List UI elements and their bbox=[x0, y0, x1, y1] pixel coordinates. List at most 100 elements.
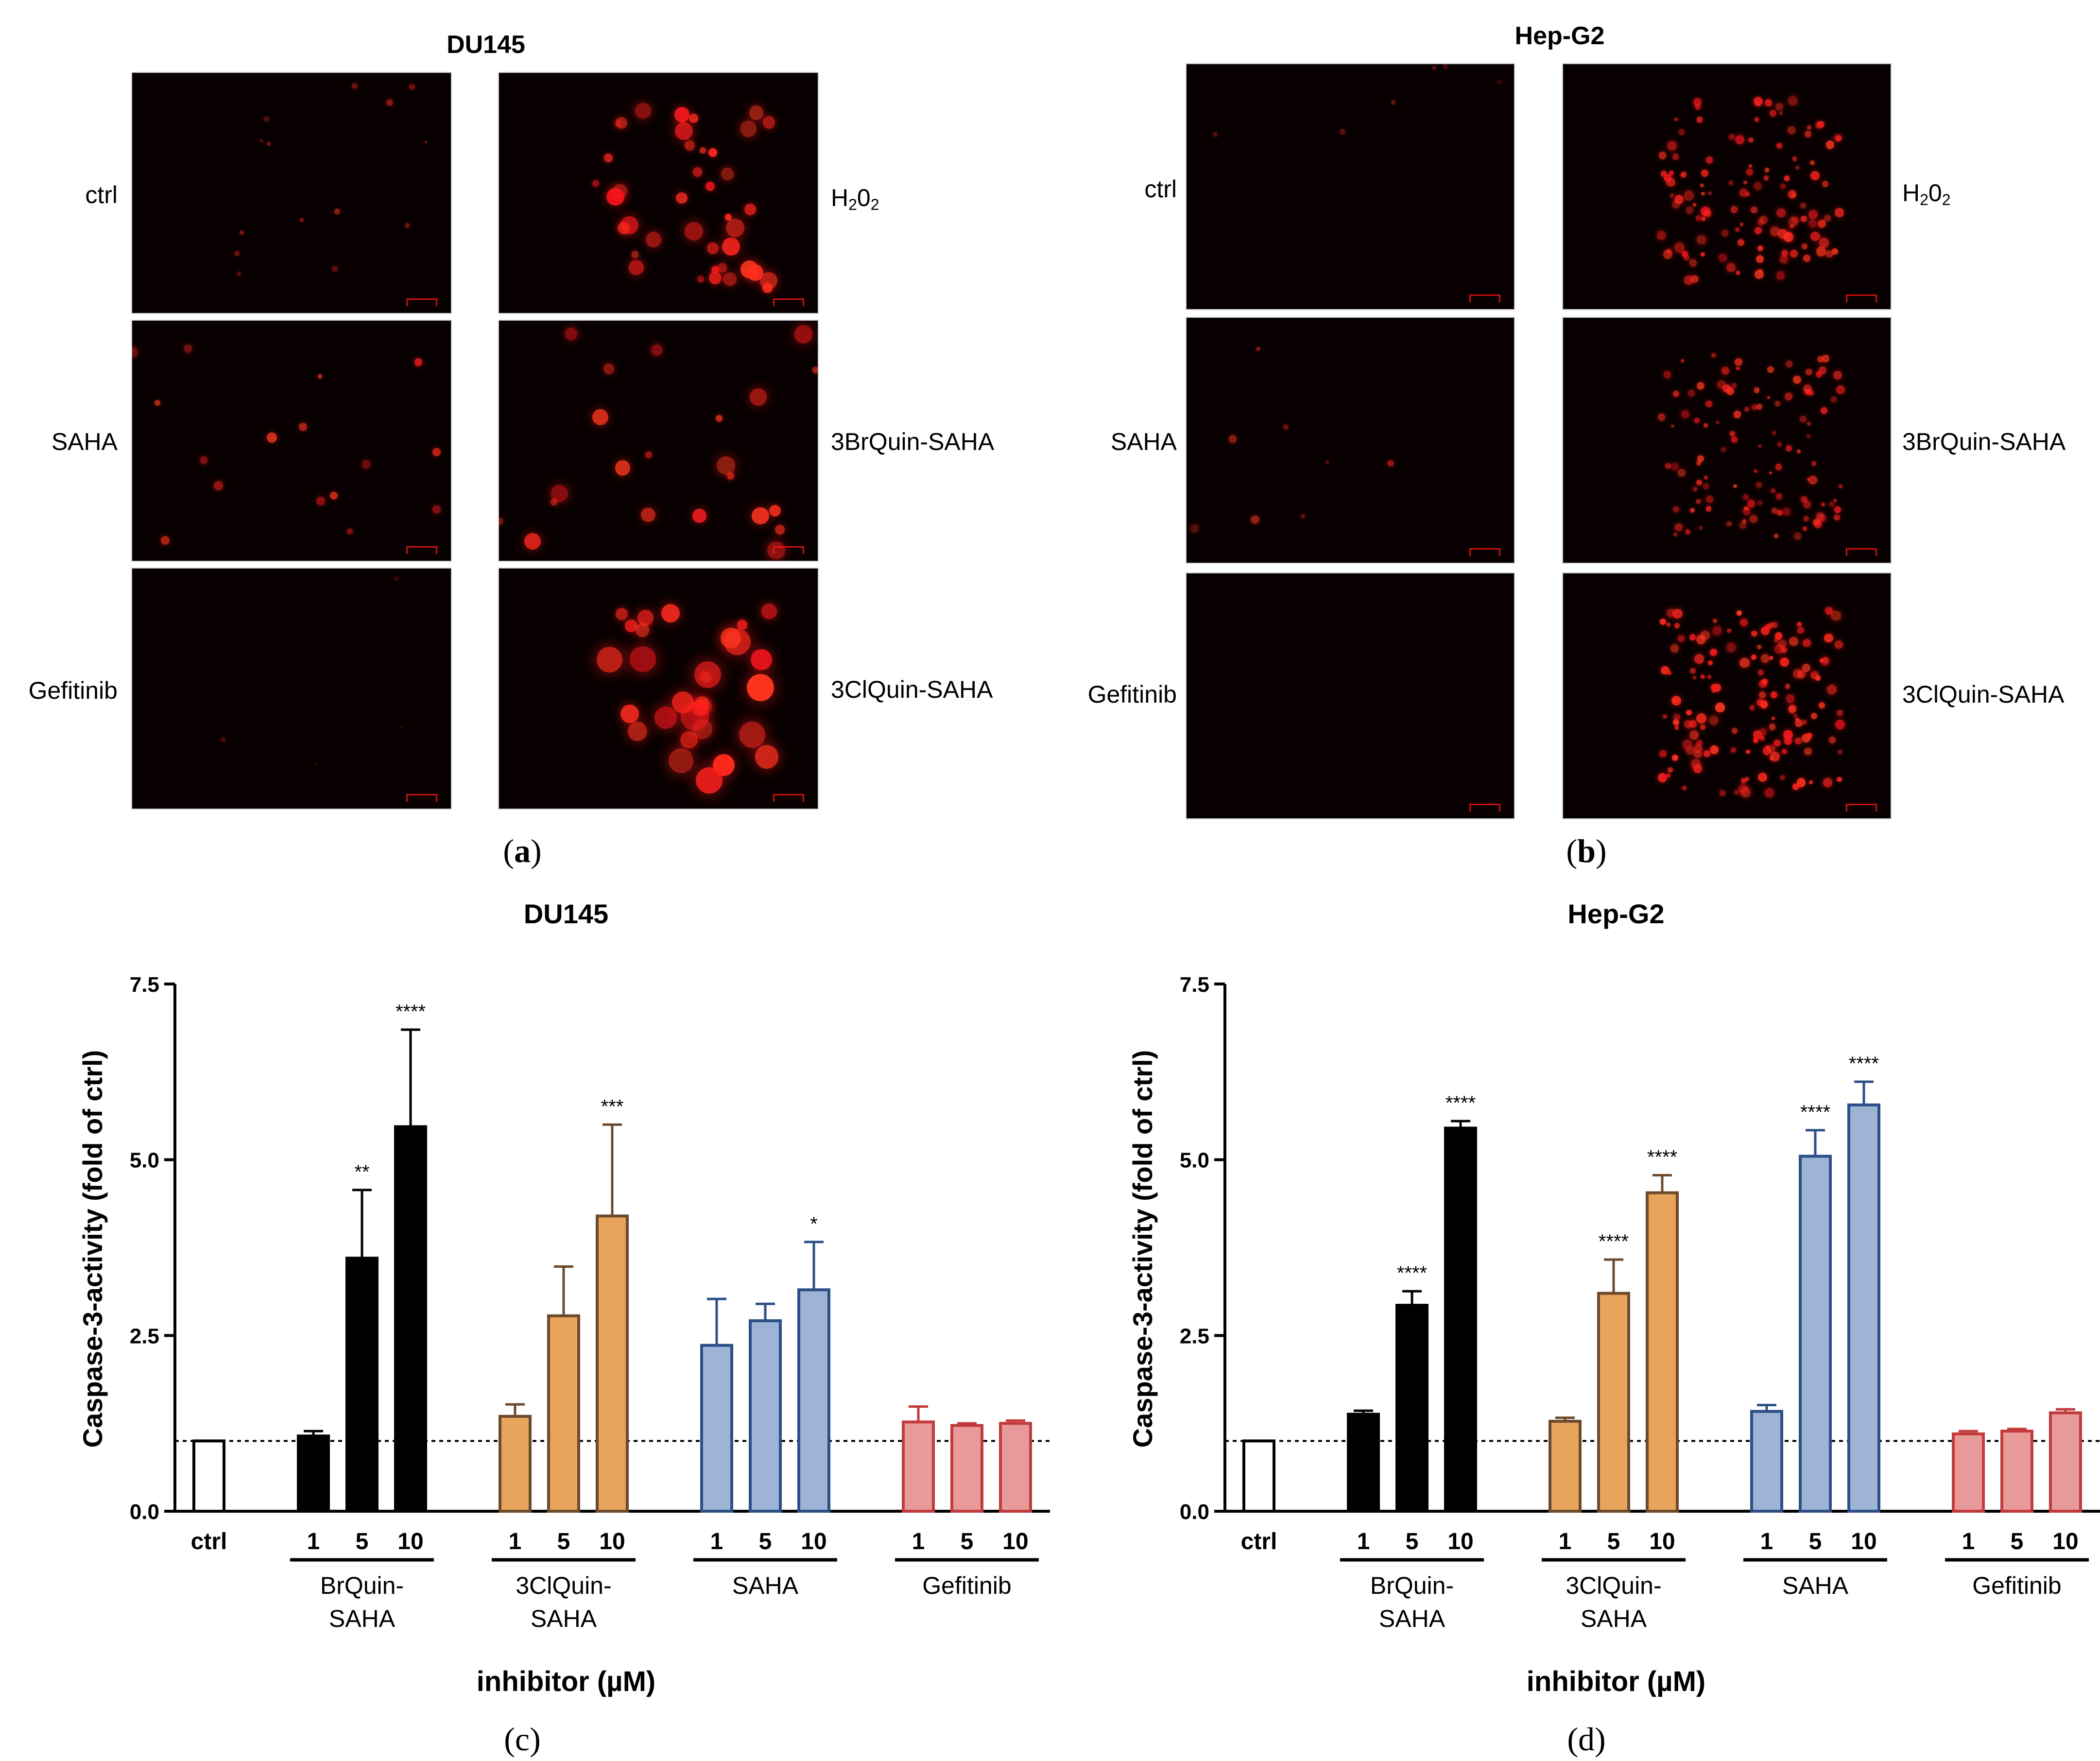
du145-bar-saha-5 bbox=[749, 1319, 782, 1513]
du145-bar-clquin-10 bbox=[596, 1214, 629, 1513]
hepg2-x-tick-label: 5 bbox=[1406, 1529, 1419, 1554]
hepg2-group-label-brquin: BrQuin- bbox=[1370, 1572, 1454, 1599]
label-b-3clquin: 3ClQuin-SAHA bbox=[1902, 681, 2065, 708]
hepg2-bar-clquin-10 bbox=[1646, 1191, 1679, 1513]
hepg2-y-tick-label: 7.5 bbox=[1180, 973, 1209, 997]
du145-bar-brquin-5 bbox=[345, 1257, 379, 1513]
du145-x-tick-label: ctrl bbox=[191, 1529, 227, 1554]
label-b-3brquin: 3BrQuin-SAHA bbox=[1902, 428, 2066, 455]
hepg2-significance-label: **** bbox=[1397, 1262, 1427, 1284]
hepg2-x-tick-label: 5 bbox=[2011, 1529, 2024, 1554]
du145-group-label-saha: SAHA bbox=[732, 1572, 799, 1599]
micrograph-b-gefitinib bbox=[1186, 572, 1515, 819]
chart-hepg2: Hep-G2 Caspase-3-activity (fold of ctrl) 0… bbox=[1127, 898, 2100, 1697]
du145-x-tick-label: 1 bbox=[912, 1529, 925, 1554]
du145-significance-label: **** bbox=[396, 1001, 426, 1022]
du145-y-tick-label: 2.5 bbox=[130, 1324, 159, 1348]
hepg2-bar-saha-5 bbox=[1799, 1155, 1832, 1513]
du145-chart-title: DU145 bbox=[524, 898, 608, 929]
chart-du145: DU145 Caspase-3-activity (fold of ctrl) 0.… bbox=[77, 898, 1050, 1697]
hepg2-bar-gefitinib-5 bbox=[2000, 1430, 2033, 1513]
hepg2-x-tick-label: 10 bbox=[1649, 1529, 1675, 1554]
hepg2-significance-label: **** bbox=[1599, 1231, 1629, 1252]
micrograph-a-3brquin bbox=[498, 320, 819, 562]
du145-bar-gefitinib-10 bbox=[999, 1422, 1032, 1513]
panel-c-letter: (c) bbox=[504, 1721, 541, 1758]
label-a-gefitinib: Gefitinib bbox=[28, 677, 118, 704]
label-a-3brquin: 3BrQuin-SAHA bbox=[831, 428, 995, 455]
hepg2-x-tick-label: 10 bbox=[1447, 1529, 1473, 1554]
du145-y-axis-label: Caspase-3-activity (fold of ctrl) bbox=[77, 1050, 108, 1448]
hepg2-y-tick-label: 0.0 bbox=[1180, 1500, 1209, 1524]
du145-significance-label: *** bbox=[601, 1096, 624, 1117]
du145-bar-brquin-1 bbox=[297, 1434, 330, 1513]
micrograph-b-h2o2 bbox=[1562, 63, 1892, 310]
hepg2-bar-clquin-1 bbox=[1549, 1419, 1582, 1513]
hepg2-bar-gefitinib-1 bbox=[1952, 1432, 1985, 1513]
du145-x-tick-label: 1 bbox=[710, 1529, 723, 1554]
hepg2-bar-gefitinib-10 bbox=[2049, 1411, 2082, 1513]
label-a-h2o2: H202 bbox=[831, 184, 879, 213]
micrograph-b-ctrl bbox=[1186, 63, 1515, 310]
du145-x-tick-label: 10 bbox=[397, 1529, 423, 1554]
hepg2-group-label-gefitinib: Gefitinib bbox=[1972, 1572, 2061, 1599]
du145-x-tick-label: 1 bbox=[509, 1529, 522, 1554]
panel-d-letter: (d) bbox=[1567, 1721, 1606, 1758]
micrograph-b-3clquin bbox=[1562, 572, 1892, 819]
du145-bar-saha-1 bbox=[700, 1344, 733, 1513]
hepg2-y-axis-label: Caspase-3-activity (fold of ctrl) bbox=[1127, 1050, 1158, 1448]
micrograph-a-gefitinib bbox=[131, 568, 452, 810]
du145-x-tick-label: 5 bbox=[557, 1529, 570, 1554]
label-b-ctrl: ctrl bbox=[1144, 175, 1177, 203]
label-a-3clquin: 3ClQuin-SAHA bbox=[831, 676, 993, 703]
hepg2-bar-saha-1 bbox=[1750, 1410, 1783, 1513]
hepg2-x-tick-label: 1 bbox=[1760, 1529, 1773, 1554]
panel-b-letter: (b) bbox=[1566, 832, 1607, 869]
du145-x-axis-label: inhibitor (µM) bbox=[477, 1666, 655, 1697]
hepg2-chart-title: Hep-G2 bbox=[1567, 898, 1664, 929]
du145-x-tick-label: 10 bbox=[1002, 1529, 1028, 1554]
hepg2-significance-label: **** bbox=[1446, 1092, 1476, 1114]
du145-x-tick-label: 5 bbox=[356, 1529, 369, 1554]
du145-x-tick-label: 10 bbox=[801, 1529, 826, 1554]
label-a-saha: SAHA bbox=[51, 428, 118, 455]
hepg2-group-label-saha: SAHA bbox=[1782, 1572, 1849, 1599]
du145-y-tick-label: 7.5 bbox=[130, 973, 159, 997]
panel-a-letter: (a) bbox=[503, 832, 542, 869]
micrograph-a-3clquin bbox=[498, 568, 819, 810]
du145-bar-clquin-1 bbox=[499, 1415, 532, 1513]
hepg2-bar-saha-10 bbox=[1847, 1103, 1880, 1513]
du145-bar-gefitinib-5 bbox=[950, 1424, 983, 1513]
du145-x-tick-label: 1 bbox=[307, 1529, 320, 1554]
hepg2-group-label-clquin: SAHA bbox=[1581, 1605, 1647, 1632]
hepg2-significance-label: **** bbox=[1800, 1102, 1830, 1123]
hepg2-bar-clquin-5 bbox=[1597, 1292, 1630, 1513]
du145-y-tick-label: 5.0 bbox=[130, 1149, 159, 1173]
hepg2-group-label-brquin: SAHA bbox=[1379, 1605, 1446, 1632]
panel-b-title: Hep-G2 bbox=[1515, 22, 1605, 50]
hepg2-significance-label: **** bbox=[1647, 1146, 1677, 1168]
micrograph-b-saha bbox=[1186, 317, 1515, 564]
du145-significance-label: ** bbox=[354, 1161, 369, 1183]
du145-significance-label: * bbox=[810, 1213, 818, 1235]
hepg2-y-tick-label: 5.0 bbox=[1180, 1149, 1209, 1173]
hepg2-x-tick-label: ctrl bbox=[1241, 1529, 1277, 1554]
du145-x-tick-label: 10 bbox=[599, 1529, 625, 1554]
label-b-gefitinib: Gefitinib bbox=[1087, 681, 1177, 708]
hepg2-x-tick-label: 1 bbox=[1962, 1529, 1975, 1554]
du145-group-label-brquin: BrQuin- bbox=[320, 1572, 404, 1599]
hepg2-bar-ctrl-ctrl bbox=[1242, 1439, 1275, 1513]
label-a-ctrl: ctrl bbox=[85, 181, 118, 208]
micrograph-a-saha bbox=[131, 320, 452, 562]
hepg2-bar-brquin-5 bbox=[1395, 1304, 1429, 1513]
hepg2-bar-brquin-1 bbox=[1347, 1413, 1380, 1513]
du145-group-label-clquin: 3ClQuin- bbox=[516, 1572, 611, 1599]
hepg2-x-tick-label: 1 bbox=[1559, 1529, 1572, 1554]
hepg2-x-axis-label: inhibitor (µM) bbox=[1527, 1666, 1705, 1697]
hepg2-x-tick-label: 5 bbox=[1809, 1529, 1822, 1554]
du145-group-label-clquin: SAHA bbox=[531, 1605, 597, 1632]
label-b-h2o2: H202 bbox=[1902, 179, 1951, 208]
hepg2-x-tick-label: 10 bbox=[1851, 1529, 1876, 1554]
du145-bar-clquin-5 bbox=[547, 1314, 580, 1513]
label-b-saha: SAHA bbox=[1110, 428, 1177, 455]
